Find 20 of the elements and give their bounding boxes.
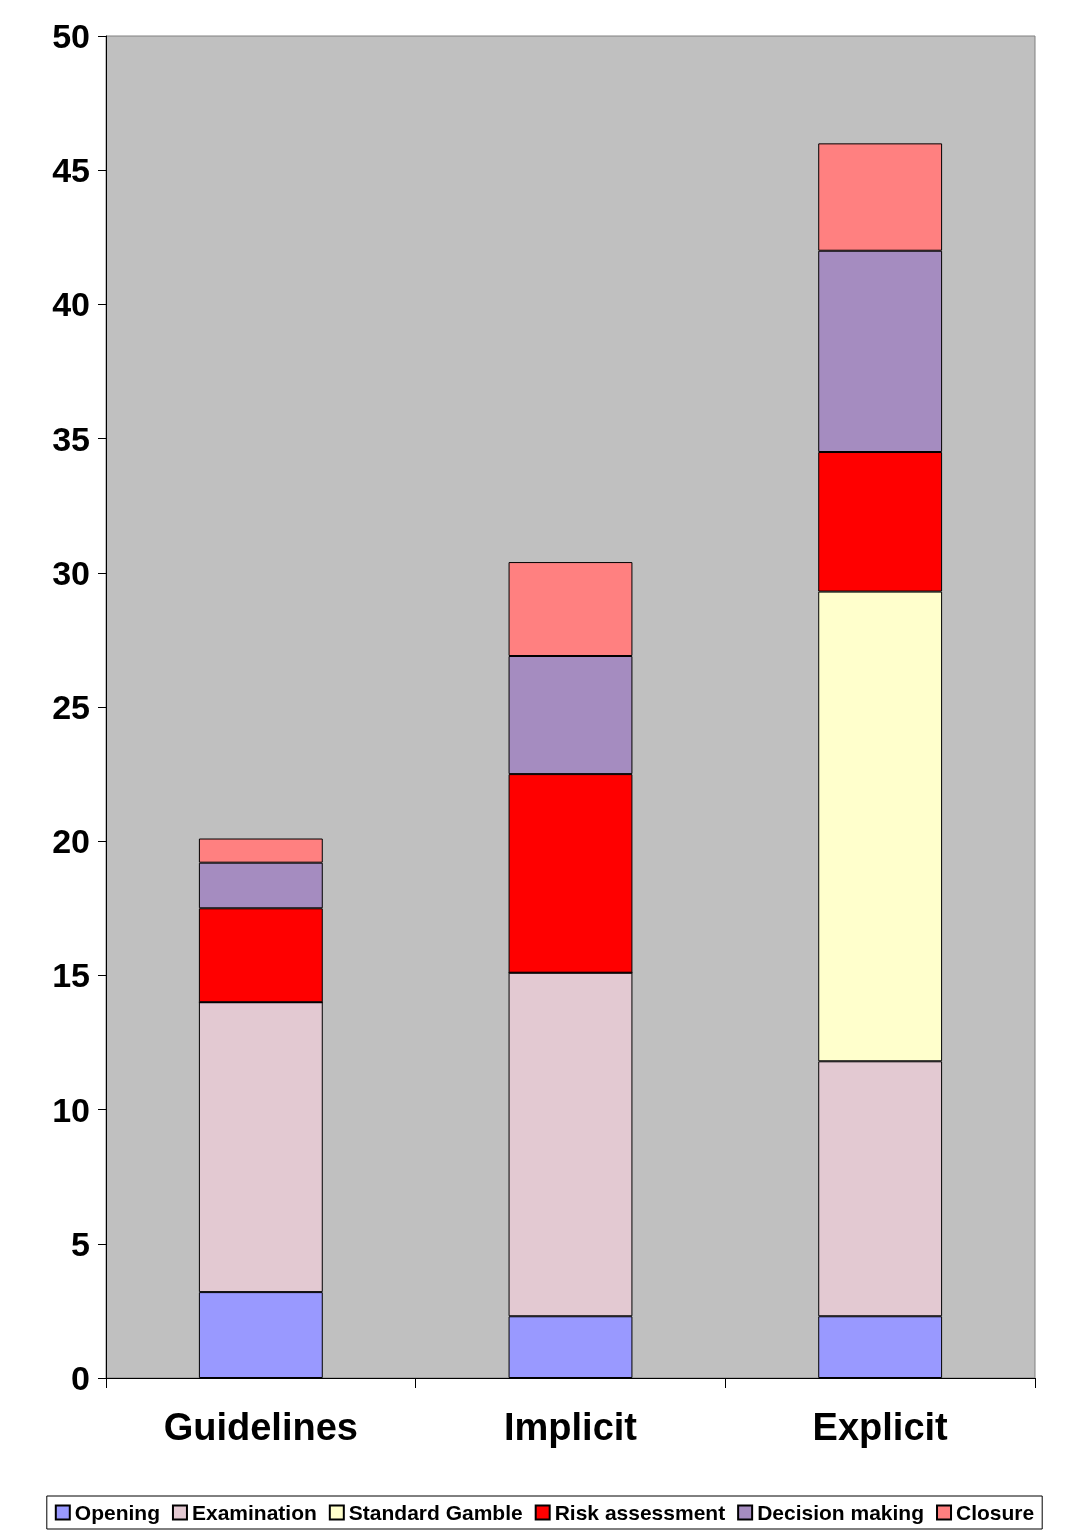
- legend-label: Opening: [74, 1501, 160, 1524]
- y-tick-label: 0: [71, 1359, 90, 1397]
- y-tick-label: 20: [52, 822, 90, 861]
- y-tick-label: 40: [52, 285, 90, 324]
- y-tick-label: 35: [52, 419, 90, 458]
- legend-label: Standard Gamble: [348, 1501, 523, 1524]
- y-tick-label: 45: [52, 151, 90, 190]
- x-tick-label: Guidelines: [163, 1406, 358, 1448]
- legend-label: Examination: [191, 1501, 317, 1524]
- y-tick-label: 30: [52, 553, 90, 592]
- x-tick-label: Explicit: [812, 1406, 949, 1448]
- y-tick-label: 10: [52, 1090, 90, 1129]
- legend-label: Risk assessment: [554, 1501, 726, 1524]
- y-tick-label: 15: [52, 956, 90, 995]
- x-tick-label: Implicit: [503, 1406, 638, 1448]
- y-tick-label: 50: [52, 17, 90, 55]
- legend-label: Closure: [956, 1501, 1035, 1524]
- y-tick-label: 5: [71, 1224, 90, 1263]
- y-tick-label: 25: [52, 688, 90, 726]
- legend-label: Decision making: [757, 1501, 925, 1524]
